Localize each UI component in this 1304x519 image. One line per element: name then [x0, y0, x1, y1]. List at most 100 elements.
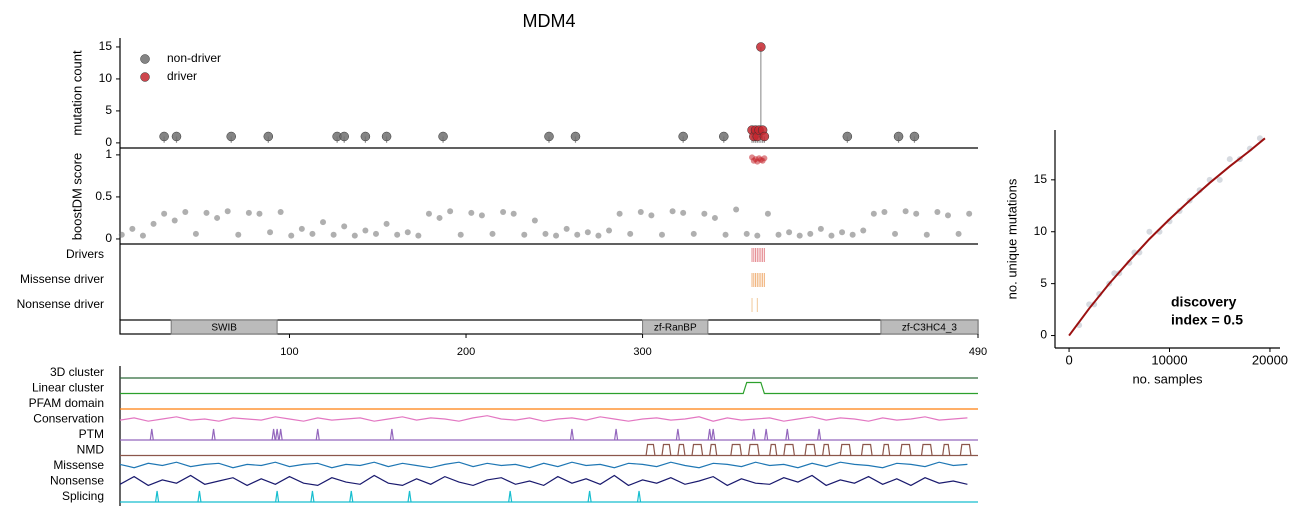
domain: [642, 319, 709, 335]
x-tick-label: 0: [1065, 352, 1072, 367]
point: [690, 230, 697, 237]
track-line: [119, 461, 968, 469]
track-block: [661, 443, 672, 456]
track-label: Linear cluster: [32, 381, 104, 395]
point: [510, 210, 517, 217]
lollipop-head: [360, 131, 371, 142]
track-label: Splicing: [62, 489, 104, 503]
y-tick-label: 15: [99, 39, 113, 53]
point: [892, 230, 899, 237]
track-spike: [508, 490, 513, 503]
lollipop-head: [909, 131, 920, 142]
point: [913, 210, 920, 217]
point: [627, 230, 634, 237]
point: [447, 208, 454, 215]
row-label: Drivers: [66, 247, 104, 261]
track-block: [860, 443, 873, 456]
lollipop-head: [893, 131, 904, 142]
track-spike: [211, 428, 216, 441]
point: [934, 209, 941, 216]
point: [944, 212, 951, 219]
point: [224, 208, 231, 215]
point: [870, 210, 877, 217]
lollipop-head: [678, 131, 688, 142]
track-spike: [569, 428, 575, 441]
track-spike: [315, 428, 320, 441]
track-spike: [278, 428, 283, 441]
point: [394, 231, 401, 238]
track-spike: [275, 428, 280, 441]
track-label: PFAM domain: [29, 396, 104, 410]
point: [775, 231, 782, 238]
track-spike: [817, 428, 822, 441]
fit-line: [1068, 137, 1266, 337]
point: [341, 223, 348, 230]
track-spike: [636, 490, 642, 503]
track-label: Missense: [53, 458, 104, 472]
point: [1256, 135, 1263, 142]
track-spike: [389, 428, 394, 441]
point: [415, 232, 422, 239]
point: [711, 214, 718, 221]
point: [542, 230, 549, 237]
point: [383, 220, 390, 227]
lollipop-head: [842, 131, 853, 142]
track-block: [804, 443, 817, 456]
track-spike: [785, 428, 790, 441]
point: [521, 231, 528, 238]
point: [701, 210, 708, 217]
point: [923, 231, 930, 238]
track-block: [899, 443, 912, 456]
track-spike: [707, 428, 712, 441]
point: [722, 231, 729, 238]
point: [584, 229, 591, 236]
domain-label: SWIB: [211, 323, 237, 334]
domain: [880, 319, 979, 335]
y-axis-label: mutation count: [69, 50, 84, 136]
x-tick-label: 300: [633, 346, 651, 358]
y-axis-label: boostDM score: [69, 153, 84, 240]
domain-label: zf-RanBP: [654, 323, 697, 334]
track-block: [920, 443, 933, 456]
point: [786, 229, 793, 236]
point: [192, 230, 199, 237]
x-tick-label: 200: [457, 346, 475, 358]
point: [277, 209, 284, 216]
point: [966, 210, 973, 217]
y-tick-label: 0.5: [95, 189, 112, 203]
track-label: 3D cluster: [50, 365, 104, 379]
point: [182, 209, 189, 216]
point: [362, 227, 369, 234]
point: [743, 230, 750, 237]
x-axis-label: no. samples: [1132, 371, 1203, 386]
point: [648, 212, 655, 219]
y-tick-label: 0: [1040, 328, 1047, 342]
point: [468, 209, 475, 216]
point: [457, 231, 464, 238]
point: [1226, 156, 1233, 163]
row-label: Nonsense driver: [17, 297, 104, 311]
x-tick-label: 10000: [1151, 352, 1187, 367]
y-tick-label: 15: [1034, 172, 1048, 186]
point: [161, 210, 168, 217]
track-block: [730, 443, 743, 456]
lollipop-head: [759, 131, 770, 142]
y-tick-label: 1: [105, 147, 112, 161]
lollipop-head: [171, 131, 182, 142]
point: [807, 230, 814, 237]
point: [245, 209, 252, 216]
point: [139, 232, 146, 239]
point: [171, 217, 178, 224]
y-tick-label: 0: [105, 231, 112, 245]
annotation: index = 0.5: [1171, 312, 1243, 328]
track-block: [942, 443, 951, 456]
track-spike: [751, 428, 756, 441]
point: [1216, 176, 1223, 183]
track-block: [747, 443, 760, 456]
lollipop-head: [339, 131, 349, 142]
point: [129, 225, 136, 232]
point: [288, 232, 295, 239]
track-spike: [197, 490, 202, 503]
track-block: [839, 443, 852, 456]
point: [404, 229, 411, 236]
